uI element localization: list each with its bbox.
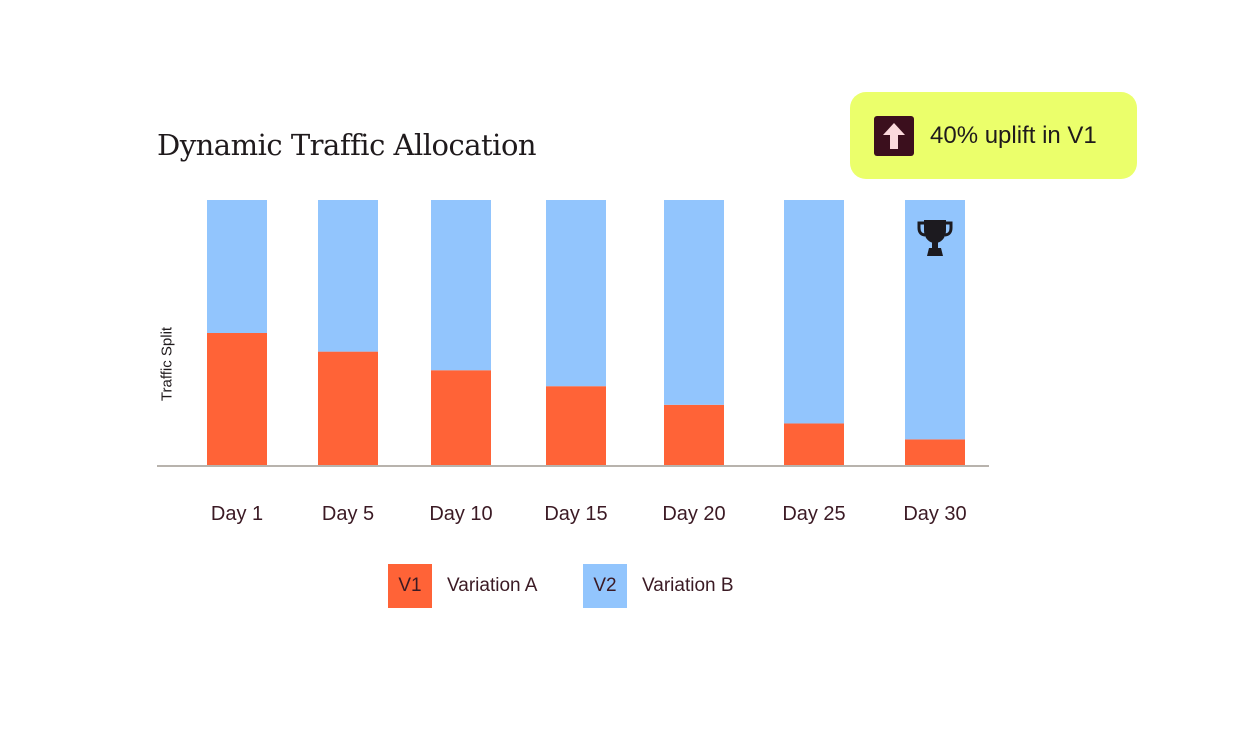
- trophy-icon: [917, 220, 953, 256]
- bar-v1-day-25: [784, 423, 844, 466]
- uplift-text: 40% uplift in V1: [930, 121, 1097, 149]
- legend-label-v2: Variation B: [642, 575, 734, 596]
- legend-item-v1: V1 Variation A: [388, 564, 537, 608]
- legend-swatch-v2: V2: [583, 564, 627, 608]
- x-tick-label: Day 30: [903, 503, 966, 525]
- bar-v1-day-1: [207, 333, 267, 466]
- x-tick-label: Day 20: [662, 503, 725, 525]
- bar-v1-day-30: [905, 439, 965, 466]
- x-tick-label: Day 1: [211, 503, 263, 525]
- bar-v1-day-10: [431, 370, 491, 466]
- bar-v1-day-5: [318, 351, 378, 466]
- bar-v2-day-20: [664, 200, 724, 405]
- x-tick-label: Day 15: [544, 503, 607, 525]
- legend-swatch-v1: V1: [388, 564, 432, 608]
- bar-v2-day-5: [318, 200, 378, 352]
- bar-v1-day-15: [546, 386, 606, 466]
- chart-title: Dynamic Traffic Allocation: [157, 128, 537, 162]
- bar-v2-day-25: [784, 200, 844, 424]
- legend-item-v2: V2 Variation B: [583, 564, 734, 608]
- legend-label-v1: Variation A: [447, 575, 538, 596]
- bar-v2-day-1: [207, 200, 267, 333]
- x-tick-label: Day 5: [322, 503, 374, 525]
- bar-v1-day-20: [664, 404, 724, 466]
- x-tick-label: Day 10: [429, 503, 492, 525]
- x-tick-label: Day 25: [782, 503, 845, 525]
- bar-v2-day-10: [431, 200, 491, 371]
- uplift-callout: 40% uplift in V1: [850, 92, 1137, 179]
- bar-v2-day-15: [546, 200, 606, 387]
- arrow-up-icon: [874, 115, 914, 156]
